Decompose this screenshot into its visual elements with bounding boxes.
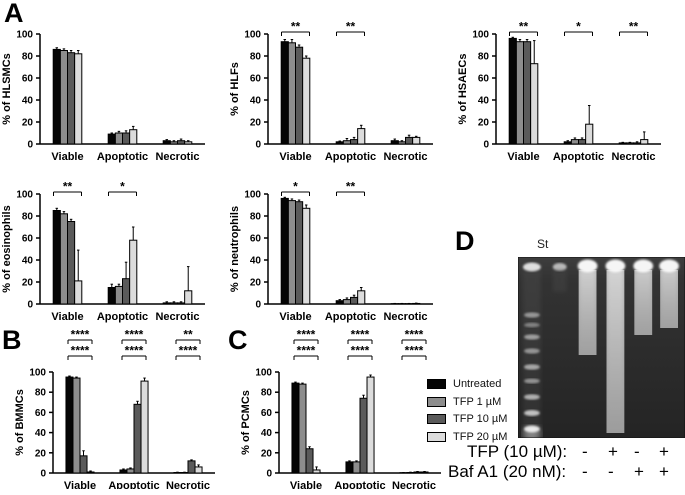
svg-text:**: ** [291,20,301,34]
svg-text:0: 0 [483,140,489,151]
svg-text:80: 80 [250,52,262,63]
svg-text:Viable: Viable [279,311,311,323]
svg-text:100: 100 [16,190,33,201]
svg-text:20: 20 [478,118,490,129]
svg-text:Necrotic: Necrotic [383,311,427,323]
svg-text:% of HLSMCs: % of HLSMCs [1,53,13,125]
svg-text:% of PCMCs: % of PCMCs [240,390,252,455]
svg-text:80: 80 [261,388,273,399]
svg-text:80: 80 [35,388,47,399]
svg-text:****: **** [71,328,90,342]
svg-text:**: ** [183,328,193,342]
svg-text:Apoptotic: Apoptotic [325,311,376,323]
svg-text:****: **** [351,328,370,342]
svg-text:20: 20 [22,118,34,129]
svg-text:Apoptotic: Apoptotic [97,311,148,323]
svg-text:0: 0 [255,300,261,311]
svg-text:****: **** [297,328,316,342]
svg-text:40: 40 [250,96,262,107]
svg-text:20: 20 [22,278,34,289]
svg-text:Apoptotic: Apoptotic [334,480,385,489]
svg-text:% of HLFs: % of HLFs [229,62,241,116]
svg-text:0: 0 [40,469,46,480]
svg-text:60: 60 [250,74,262,85]
svg-text:Viable: Viable [51,311,83,323]
svg-text:100: 100 [29,368,46,379]
svg-text:Viable: Viable [507,151,539,163]
svg-text:80: 80 [478,52,490,63]
svg-text:*: * [120,180,125,194]
svg-text:****: **** [351,344,370,358]
svg-text:Necrotic: Necrotic [611,151,655,163]
svg-text:**: ** [519,20,529,34]
svg-text:0: 0 [27,140,33,151]
svg-text:100: 100 [244,30,261,41]
svg-text:****: **** [125,328,144,342]
svg-text:0: 0 [27,300,33,311]
svg-text:40: 40 [22,96,34,107]
svg-text:Apoptotic: Apoptotic [108,480,159,489]
svg-text:% of neutrophils: % of neutrophils [229,206,241,292]
svg-text:****: **** [297,344,316,358]
svg-text:40: 40 [250,256,262,267]
svg-text:20: 20 [261,448,273,459]
svg-text:60: 60 [261,408,273,419]
svg-text:80: 80 [250,212,262,223]
svg-text:60: 60 [22,74,34,85]
svg-text:Viable: Viable [64,480,96,489]
svg-text:20: 20 [250,118,262,129]
svg-text:****: **** [125,344,144,358]
svg-text:*: * [293,180,298,194]
svg-text:40: 40 [261,428,273,439]
svg-text:40: 40 [478,96,490,107]
svg-text:20: 20 [35,448,47,459]
svg-text:60: 60 [22,234,34,245]
svg-text:% of BMMCs: % of BMMCs [14,389,26,456]
svg-text:Necrotic: Necrotic [166,480,210,489]
svg-text:0: 0 [266,469,272,480]
svg-text:Necrotic: Necrotic [155,311,199,323]
svg-text:100: 100 [16,30,33,41]
svg-text:100: 100 [472,30,489,41]
svg-text:100: 100 [255,368,272,379]
svg-text:40: 40 [35,428,47,439]
svg-text:**: ** [346,20,356,34]
svg-text:% of HSAECs: % of HSAECs [457,54,469,125]
svg-text:****: **** [405,328,424,342]
svg-text:Viable: Viable [290,480,322,489]
svg-text:% of eosinophils: % of eosinophils [1,205,13,292]
svg-text:**: ** [63,180,73,194]
svg-text:Apoptotic: Apoptotic [553,151,604,163]
svg-text:40: 40 [22,256,34,267]
svg-text:80: 80 [22,52,34,63]
svg-text:****: **** [179,344,198,358]
svg-text:Necrotic: Necrotic [392,480,436,489]
svg-text:80: 80 [22,212,34,223]
svg-text:60: 60 [35,408,47,419]
svg-text:100: 100 [244,190,261,201]
svg-text:****: **** [71,344,90,358]
svg-text:**: ** [629,20,639,34]
svg-text:60: 60 [250,234,262,245]
svg-text:20: 20 [250,278,262,289]
svg-text:****: **** [405,344,424,358]
svg-text:0: 0 [255,140,261,151]
svg-text:*: * [576,20,581,34]
svg-text:**: ** [346,180,356,194]
svg-text:60: 60 [478,74,490,85]
